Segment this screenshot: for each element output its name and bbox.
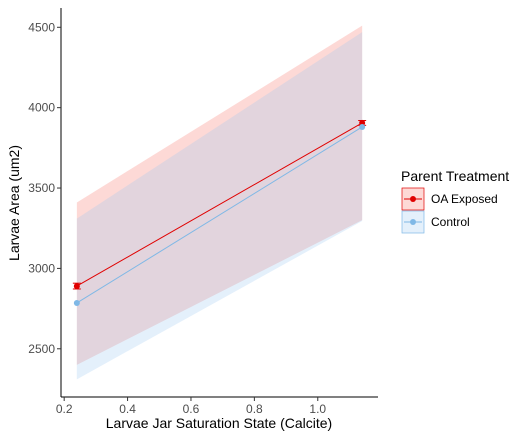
legend-label-oa-exposed: OA Exposed (431, 192, 498, 206)
legend-title: Parent Treatment (401, 168, 509, 184)
x-ticks-layer: 0.2 0.4 0.6 0.8 1.0 (56, 397, 326, 416)
x-tick-label: 0.6 (183, 402, 200, 416)
ribbon-control (76, 32, 363, 380)
data-point-control (359, 123, 366, 130)
x-tick-label: 1.0 (309, 402, 326, 416)
lines-layer (76, 122, 363, 304)
data-point-control (73, 299, 80, 306)
legend-label-control: Control (431, 215, 470, 229)
y-ticks-layer: 2500 3000 3500 4000 4500 (28, 20, 61, 356)
x-tick-label: 0.4 (119, 402, 136, 416)
y-tick-label: 4500 (28, 20, 55, 34)
ribbons-layer (76, 25, 363, 380)
points-layer (72, 119, 367, 306)
y-axis-title: Larvae Area (um2) (6, 145, 22, 261)
y-tick-label: 3500 (28, 181, 55, 195)
y-tick-label: 3000 (28, 261, 55, 275)
y-tick-label: 2500 (28, 342, 55, 356)
series-line-oa-exposed (76, 122, 363, 287)
data-point-oa-exposed (73, 283, 80, 290)
legend-key-point-oa-exposed (410, 196, 416, 202)
legend-item-oa-exposed: OA Exposed (401, 187, 498, 211)
legend-key-point-control (410, 219, 416, 225)
x-axis-title: Larvae Jar Saturation State (Calcite) (106, 415, 332, 431)
legend-items: OA Exposed Control (401, 187, 498, 234)
series-line-control (76, 126, 363, 304)
y-tick-label: 4000 (28, 101, 55, 115)
ribbon-oa-exposed (76, 25, 363, 365)
legend: Parent Treatment OA Exposed Control (401, 168, 509, 234)
legend-item-control: Control (401, 210, 470, 234)
x-tick-label: 0.8 (246, 402, 263, 416)
x-tick-label: 0.2 (56, 402, 73, 416)
